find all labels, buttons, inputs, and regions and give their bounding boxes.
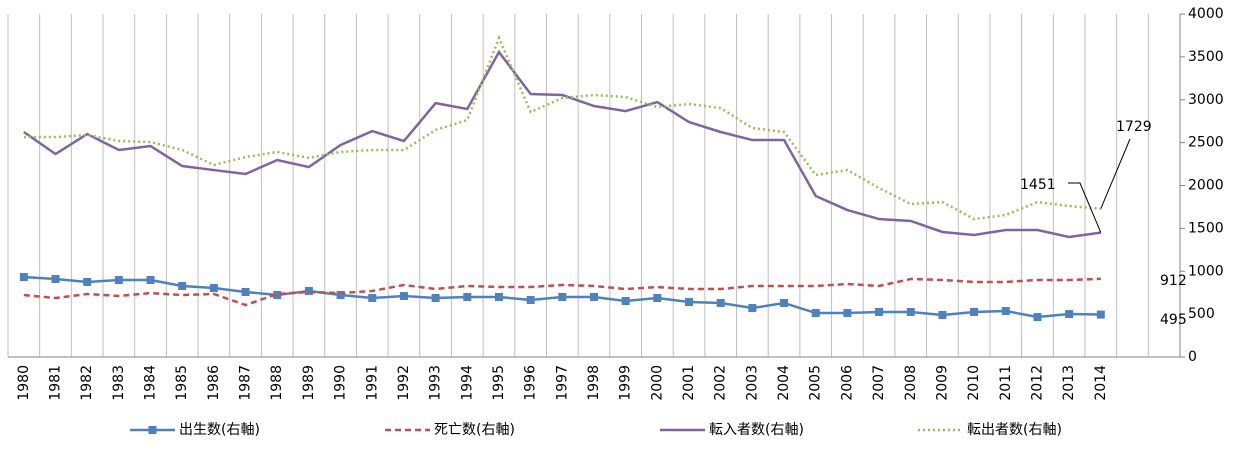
point-marker [114, 275, 123, 284]
series-line [23, 34, 1101, 221]
point-marker [1096, 310, 1105, 319]
data-label: 1729 [1116, 119, 1152, 135]
point-marker [1001, 307, 1010, 316]
point-marker [811, 309, 820, 318]
point-marker [368, 294, 377, 303]
point-marker [431, 294, 440, 303]
x-tick-label: 2014 [1093, 365, 1109, 401]
y2-tick-label: 2000 [1188, 178, 1224, 194]
point-marker [653, 294, 662, 303]
point-marker [843, 309, 852, 318]
x-tick-label: 2004 [776, 365, 792, 401]
point-marker [970, 307, 979, 316]
x-tick-label: 1980 [16, 365, 32, 401]
point-marker [146, 275, 155, 284]
point-marker [748, 304, 757, 313]
point-marker [1065, 310, 1074, 319]
y2-tick-label: 1500 [1188, 220, 1224, 236]
point-marker [83, 277, 92, 286]
x-tick-label: 1981 [48, 365, 64, 401]
point-marker [1033, 313, 1042, 322]
x-tick-label: 2007 [871, 365, 887, 401]
x-tick-label: 2009 [934, 365, 950, 401]
point-marker [19, 272, 28, 281]
x-tick-label: 2010 [966, 365, 982, 401]
point-marker [526, 295, 535, 304]
y2-tick-label: 3000 [1188, 92, 1224, 108]
y2-tick-label: 4000 [1188, 6, 1224, 22]
x-tick-label: 2013 [1061, 365, 1077, 401]
x-tick-label: 1995 [491, 365, 507, 401]
point-marker [621, 297, 630, 306]
x-tick-label: 2006 [839, 365, 855, 401]
x-tick-label: 1992 [396, 365, 412, 401]
point-marker [463, 292, 472, 301]
x-tick-label: 1986 [206, 365, 222, 401]
x-tick-label: 2003 [744, 365, 760, 401]
point-marker [273, 291, 282, 300]
point-marker [51, 274, 60, 283]
x-tick-label: 1993 [428, 365, 444, 401]
point-marker [178, 281, 187, 290]
x-tick-label: 2001 [681, 365, 697, 401]
point-marker [685, 298, 694, 307]
point-marker [336, 291, 345, 300]
point-marker [906, 307, 915, 316]
point-marker [716, 298, 725, 307]
data-label: 912 [1160, 273, 1187, 289]
x-tick-label: 1994 [459, 365, 475, 401]
y2-tick-label: 1000 [1188, 263, 1224, 279]
x-tick-label: 1988 [269, 365, 285, 401]
point-marker [241, 288, 250, 297]
x-tick-label: 1998 [586, 365, 602, 401]
point-marker [399, 292, 408, 301]
x-tick-label: 2002 [713, 365, 729, 401]
data-label: 1451 [1020, 177, 1056, 193]
x-tick-label: 2011 [998, 365, 1014, 401]
x-tick-label: 1985 [174, 365, 190, 401]
point-marker [780, 298, 789, 307]
point-marker [558, 292, 567, 301]
data-label: 495 [1160, 312, 1187, 328]
x-tick-label: 1991 [364, 365, 380, 401]
y2-tick-label: 0 [1188, 349, 1197, 365]
x-tick-label: 1987 [238, 365, 254, 401]
point-marker [209, 283, 218, 292]
x-tick-label: 1984 [143, 365, 159, 401]
y2-tick-label: 3500 [1188, 49, 1224, 65]
legend-marker [148, 426, 157, 434]
x-tick-label: 2008 [903, 365, 919, 401]
x-tick-label: 1983 [111, 365, 127, 401]
x-tick-label: 2000 [649, 365, 665, 401]
x-tick-label: 1989 [301, 365, 317, 401]
legend-label: 出生数(右軸) [179, 422, 260, 438]
x-tick-label: 1997 [554, 365, 570, 401]
x-tick-label: 2012 [1029, 365, 1045, 401]
point-marker [938, 310, 947, 319]
point-marker [304, 286, 313, 295]
x-tick-label: 1999 [618, 365, 634, 401]
x-tick-label: 1982 [79, 365, 95, 401]
legend-label: 死亡数(右軸) [434, 422, 515, 438]
y2-tick-label: 2500 [1188, 135, 1224, 151]
x-tick-label: 2005 [808, 365, 824, 401]
leader-line [1068, 182, 1102, 233]
legend-label: 転出者数(右軸) [967, 422, 1062, 438]
legend-label: 転入者数(右軸) [709, 422, 804, 438]
series-line [23, 49, 1101, 239]
point-marker [590, 292, 598, 301]
x-tick-label: 1996 [523, 365, 539, 401]
leader-line [1100, 138, 1131, 209]
point-marker [494, 292, 503, 301]
x-tick-label: 1990 [333, 365, 349, 401]
series-line [23, 277, 1101, 307]
point-marker [875, 307, 884, 316]
y2-tick-label: 500 [1188, 306, 1215, 322]
